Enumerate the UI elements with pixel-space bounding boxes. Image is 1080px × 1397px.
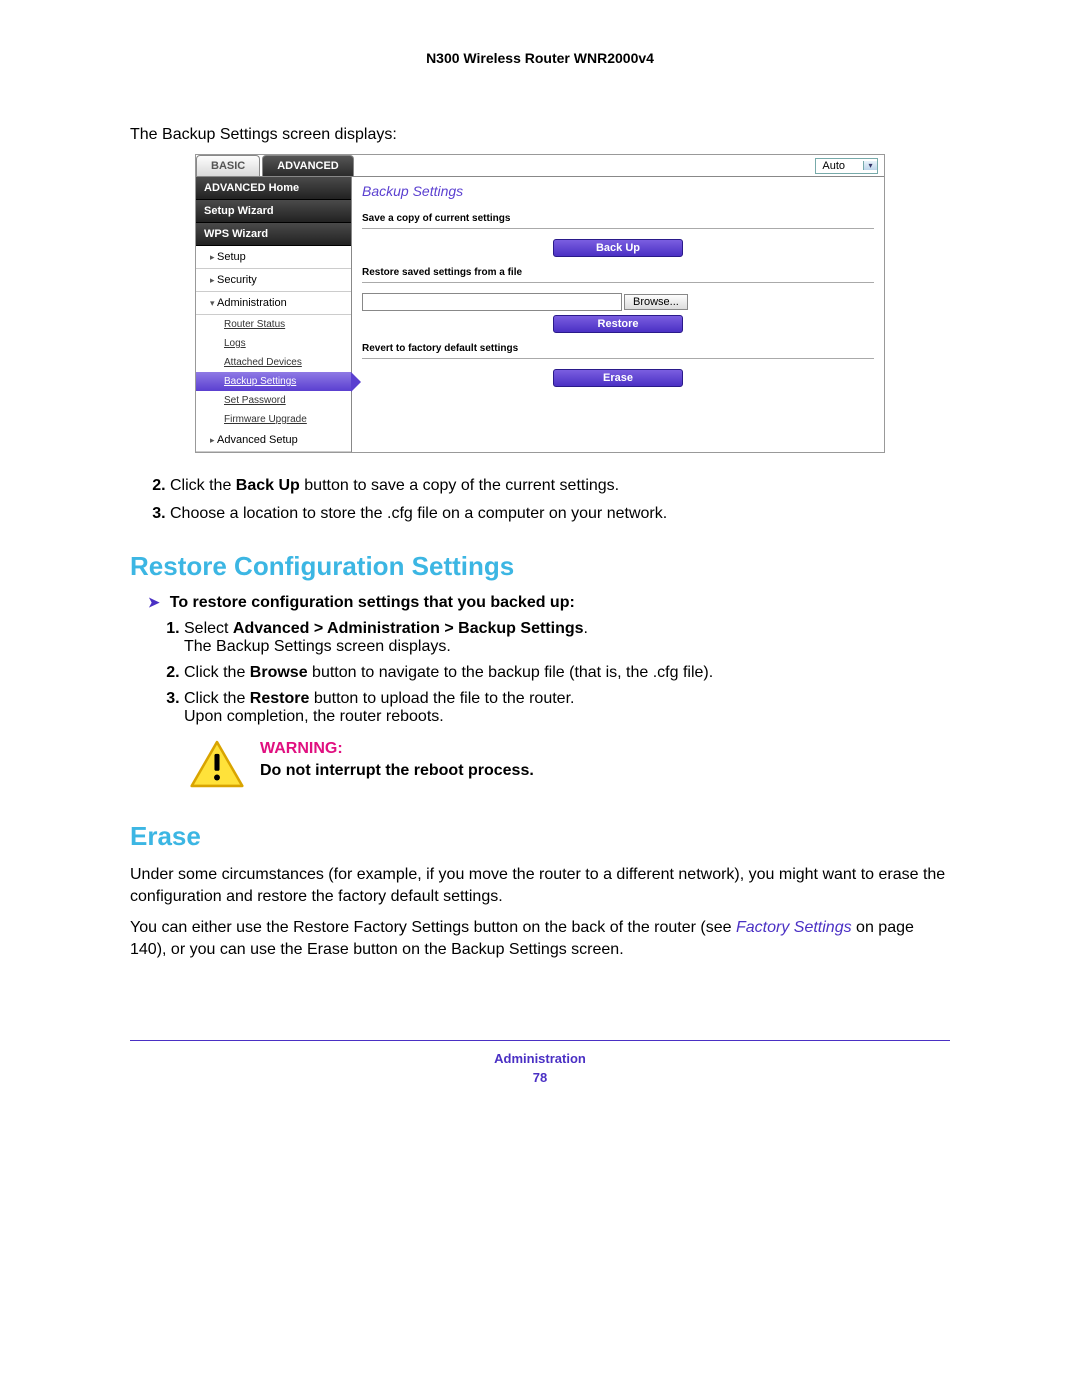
restore-task-text: To restore configuration settings that y… <box>170 594 575 612</box>
bold-text: Advanced > Administration > Backup Setti… <box>233 620 584 637</box>
text: Click the <box>184 664 250 681</box>
restore-button[interactable]: Restore <box>553 315 683 333</box>
bold-text: Back Up <box>236 477 300 494</box>
warning-text: Do not interrupt the reboot process. <box>260 762 534 780</box>
language-select-value: Auto <box>816 159 863 173</box>
backup-steps: Click the Back Up button to save a copy … <box>170 477 950 523</box>
sidebar-wps-wizard[interactable]: WPS Wizard <box>196 223 351 246</box>
panel-title: Backup Settings <box>362 183 874 199</box>
restore-step-1: Select Advanced > Administration > Backu… <box>184 620 950 656</box>
erase-p1: Under some circumstances (for example, i… <box>130 864 950 907</box>
sidebar-advanced-home[interactable]: ADVANCED Home <box>196 177 351 200</box>
screenshot-panel: BASIC ADVANCED Auto ▾ ADVANCED Home Setu… <box>195 154 885 453</box>
text: button to save a copy of the current set… <box>300 477 619 494</box>
backup-step-2: Click the Back Up button to save a copy … <box>170 477 950 495</box>
restore-step-1-sub: The Backup Settings screen displays. <box>184 638 950 656</box>
chevron-right-icon: ➤ <box>148 594 160 611</box>
page-footer: Administration 78 <box>130 1040 950 1085</box>
sidebar-sub-router-status[interactable]: Router Status <box>196 315 351 334</box>
bold-text: Restore <box>250 690 310 707</box>
sidebar-sub-backup-settings[interactable]: Backup Settings <box>196 372 351 391</box>
warning-label: WARNING: <box>260 740 534 758</box>
restore-step-3: Click the Restore button to upload the f… <box>184 690 950 726</box>
text: Click the <box>170 477 236 494</box>
text: Click the <box>184 690 250 707</box>
save-section-label: Save a copy of current settings <box>362 213 874 224</box>
sidebar-sub-firmware-upgrade[interactable]: Firmware Upgrade <box>196 410 351 429</box>
sidebar-group-advanced-setup[interactable]: Advanced Setup <box>196 429 351 452</box>
tab-basic[interactable]: BASIC <box>196 155 260 176</box>
backup-step-3: Choose a location to store the .cfg file… <box>170 505 950 523</box>
warning-icon <box>190 740 244 793</box>
sidebar-sub-set-password[interactable]: Set Password <box>196 391 351 410</box>
text: You can either use the Restore Factory S… <box>130 919 736 936</box>
text: . <box>584 620 588 637</box>
sidebar-group-setup[interactable]: Setup <box>196 246 351 269</box>
browse-button[interactable]: Browse... <box>624 294 688 310</box>
factory-settings-link[interactable]: Factory Settings <box>736 919 852 936</box>
erase-heading: Erase <box>130 821 950 852</box>
chevron-down-icon: ▾ <box>863 161 877 170</box>
main-panel: Backup Settings Save a copy of current s… <box>352 177 884 452</box>
restore-task-line: ➤ To restore configuration settings that… <box>148 594 950 612</box>
footer-section: Administration <box>130 1051 950 1066</box>
footer-page-number: 78 <box>130 1070 950 1085</box>
restore-step-3-sub: Upon completion, the router reboots. <box>184 708 950 726</box>
sidebar-sub-attached-devices[interactable]: Attached Devices <box>196 353 351 372</box>
tab-advanced[interactable]: ADVANCED <box>262 155 354 176</box>
restore-steps: Select Advanced > Administration > Backu… <box>184 620 950 726</box>
restore-heading: Restore Configuration Settings <box>130 551 950 582</box>
sidebar-setup-wizard[interactable]: Setup Wizard <box>196 200 351 223</box>
text: button to upload the file to the router. <box>309 690 574 707</box>
sidebar-group-administration[interactable]: Administration <box>196 292 351 315</box>
sidebar-sub-logs[interactable]: Logs <box>196 334 351 353</box>
warning-block: WARNING: Do not interrupt the reboot pro… <box>190 740 950 793</box>
backup-button[interactable]: Back Up <box>553 239 683 257</box>
bold-text: Browse <box>250 664 308 681</box>
erase-p2: You can either use the Restore Factory S… <box>130 917 950 960</box>
language-select[interactable]: Auto ▾ <box>815 158 878 174</box>
doc-header: N300 Wireless Router WNR2000v4 <box>130 50 950 66</box>
sidebar: ADVANCED Home Setup Wizard WPS Wizard Se… <box>196 177 352 452</box>
erase-button[interactable]: Erase <box>553 369 683 387</box>
tab-bar: BASIC ADVANCED Auto ▾ <box>196 155 884 177</box>
revert-section-label: Revert to factory default settings <box>362 343 874 354</box>
restore-step-2: Click the Browse button to navigate to t… <box>184 664 950 682</box>
restore-section-label: Restore saved settings from a file <box>362 267 874 278</box>
intro-text: The Backup Settings screen displays: <box>130 126 950 144</box>
sidebar-group-security[interactable]: Security <box>196 269 351 292</box>
file-input[interactable] <box>362 293 622 311</box>
text: button to navigate to the backup file (t… <box>308 664 714 681</box>
text: Select <box>184 620 233 637</box>
